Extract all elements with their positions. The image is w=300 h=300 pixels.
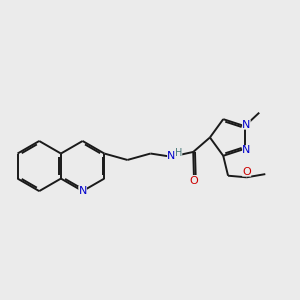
Text: N: N xyxy=(242,119,250,130)
Text: H: H xyxy=(175,148,182,158)
Text: N: N xyxy=(78,186,87,196)
Text: N: N xyxy=(167,151,176,161)
Text: O: O xyxy=(242,167,251,176)
Text: N: N xyxy=(242,146,250,155)
Text: O: O xyxy=(190,176,198,186)
